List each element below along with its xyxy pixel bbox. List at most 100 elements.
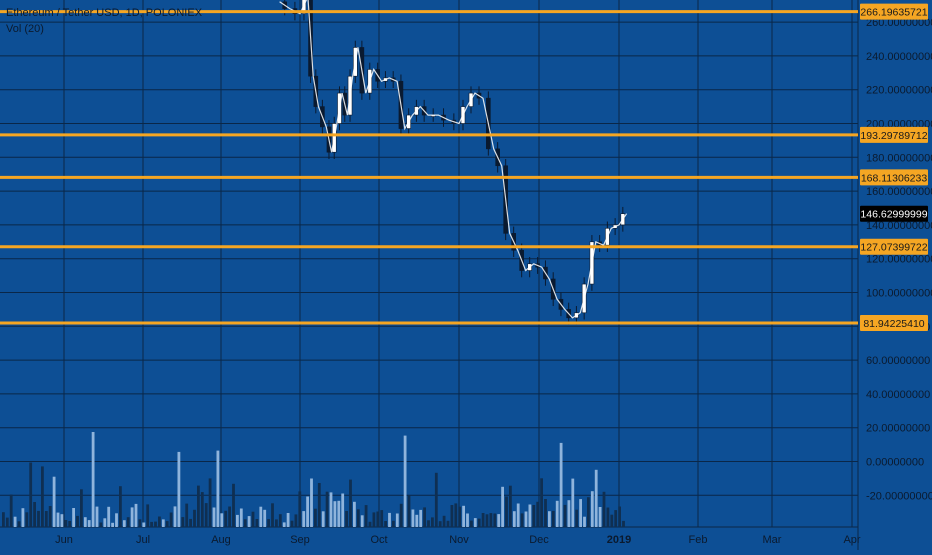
volume-bar [314,508,317,527]
volume-bar [598,507,602,527]
volume-bar [587,497,590,527]
volume-bar [325,491,329,527]
volume-bar [165,521,169,527]
volume-bar [91,432,95,527]
volume-bar [559,442,563,527]
volume-bar [470,520,473,527]
volume-bar [590,491,594,527]
volume-bar [87,520,91,527]
volume-bar [44,511,48,527]
volume-bar [419,509,423,527]
volume-bar [130,507,134,527]
volume-bar [247,516,251,527]
volume-bar [294,514,298,527]
volume-bar [622,520,625,527]
volume-bar [17,521,21,527]
price-tick-label: 20.00000000 [866,423,930,435]
volume-bar [403,435,407,527]
volume-bar [138,519,142,527]
volume-bar [579,499,582,527]
price-tick-label: 40.00000000 [866,389,930,401]
volume-bar [72,508,75,527]
volume-bar [481,513,485,527]
volume-bar [614,510,618,527]
volume-bar [169,512,173,527]
volume-bar [107,506,111,527]
volume-bar [236,514,239,527]
volume-bar [462,505,465,527]
volume-bar [551,510,555,527]
volume-bar [466,513,469,527]
volume-bar [563,504,567,527]
level-price-label: 266.19635721 [860,7,927,19]
volume-bar [497,514,501,527]
volume-bar [216,450,220,527]
volume-bar [376,511,380,527]
volume-bar [263,509,267,527]
volume-bar [99,522,103,527]
volume-bar [189,518,192,527]
volume-bar [341,493,345,527]
volume-bar [33,502,36,527]
price-tick-label: 220.00000000 [866,85,932,97]
volume-bar [333,501,337,527]
volume-bar [509,485,512,527]
volume-bar [181,517,185,527]
volume-bar [477,518,481,527]
level-price-badge [860,3,928,20]
volume-bar [251,511,255,527]
volume-bar [224,510,228,527]
volume-bar [434,472,438,527]
time-tick-label: Dec [529,534,549,546]
volume-bar [306,496,309,527]
volume-bar [606,507,610,527]
price-tick-label: 100.00000000 [866,288,932,300]
volume-bar [185,503,189,527]
volume-bar [197,485,200,527]
volume-bar [493,513,497,527]
volume-bar [271,503,274,527]
volume-bar [501,486,504,527]
volume-bar [520,513,524,527]
volume-bar [524,511,528,527]
volume-bar [2,512,5,527]
price-tick-label: 160.00000000 [866,186,932,198]
volume-bar [259,506,263,527]
volume-bar [349,479,352,527]
time-tick-label: 2019 [607,534,631,546]
volume-bar [212,507,216,527]
volume-bar [454,503,458,527]
volume-bar [21,508,25,527]
volume-bar [438,521,442,527]
volume-bar [536,501,540,527]
volume-bar [399,503,403,527]
volume-bar [446,520,450,527]
volume-bar [5,517,9,527]
price-tick-label: 180.00000000 [866,152,932,164]
volume-bar [282,522,286,527]
volume-bar [154,521,157,527]
volume-bar [103,518,107,527]
volume-bar [411,509,415,527]
volume-bar [142,522,146,527]
volume-bar [232,483,235,527]
volume-bar [380,510,384,527]
volume-bar [60,514,64,527]
volume-bar [177,451,181,527]
time-tick-label: Jun [55,534,73,546]
volume-bar [13,516,17,527]
volume-bar [575,509,579,527]
volume-bar [83,517,87,527]
price-tick-label: 240.00000000 [866,51,932,63]
level-price-badge [860,169,928,186]
volume-bar [290,520,294,527]
time-tick-label: Oct [370,534,387,546]
volume-bar [516,503,520,527]
volume-bar [423,507,426,527]
volume-bar [68,521,72,527]
volume-bar [485,514,489,527]
volume-bar [540,478,543,527]
volume-bar [173,506,177,527]
